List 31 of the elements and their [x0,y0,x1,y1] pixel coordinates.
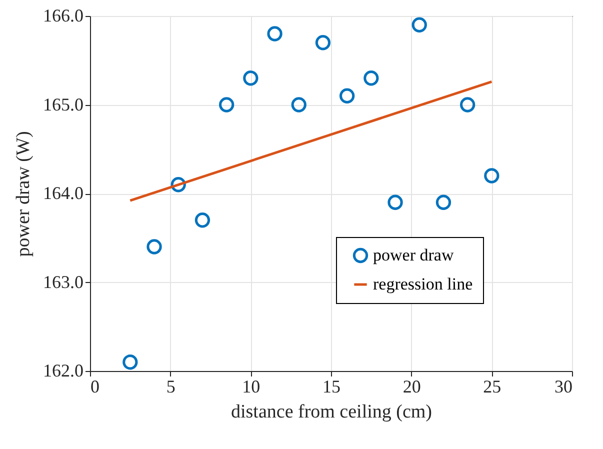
point [484,168,500,184]
point [364,70,379,86]
legend-label: regression line [373,274,473,294]
point [412,17,427,32]
point [146,239,162,254]
x-tick-label: 10 [242,376,260,396]
point [194,212,210,228]
y-tick-label: 165.0 [43,94,84,114]
x-axis-title: distance from ceiling (cm) [230,402,432,422]
point [388,194,403,210]
y-tick-label: 164.0 [43,183,84,203]
point [243,70,258,86]
point [315,35,331,50]
point [436,194,452,210]
x-tick-label: 5 [166,376,176,396]
x-tick-label: 25 [483,376,502,396]
y-tick-label: 162.0 [43,360,84,380]
x-tick-label: 0 [90,376,100,396]
point [291,97,306,112]
point [339,88,355,104]
x-tick-label: 20 [402,376,421,396]
y-tick-label: 163.0 [43,272,84,292]
y-tick-label: 166.0 [43,6,84,26]
point [460,97,476,112]
legend-label: power draw [373,246,454,264]
point [218,97,234,112]
y-axis-title: power draw (W) [13,131,34,257]
x-tick-label: 30 [554,376,572,396]
point [122,354,138,370]
x-tick-label: 15 [322,376,340,396]
point [267,26,282,42]
